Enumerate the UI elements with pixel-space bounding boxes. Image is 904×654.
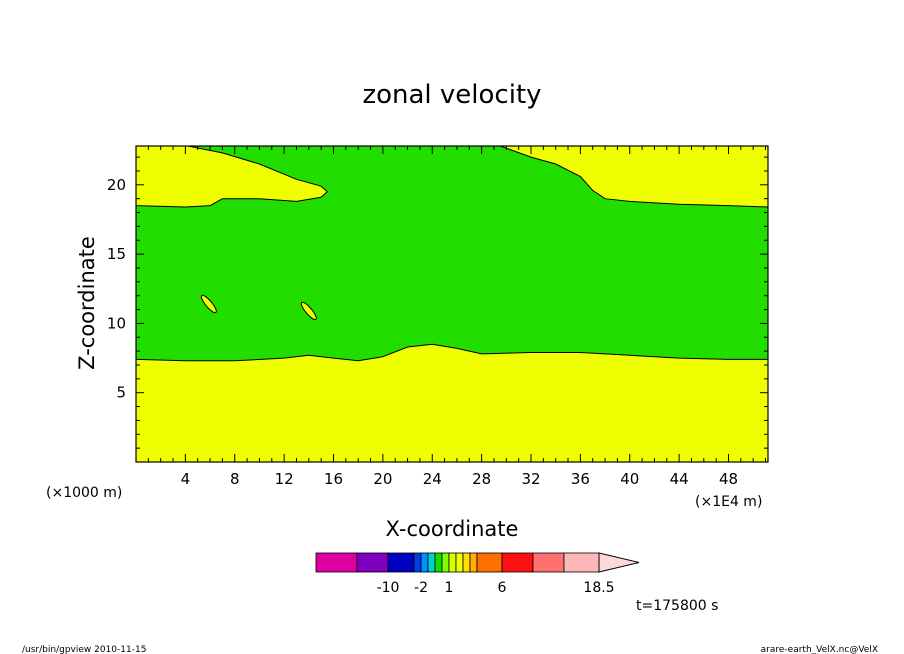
x-tick-label: 32 xyxy=(521,470,540,488)
x-tick-label: 28 xyxy=(472,470,491,488)
colorbar-label: -2 xyxy=(414,580,428,596)
time-label: t=175800 s xyxy=(636,598,718,614)
contour-upper-left xyxy=(135,145,329,208)
contour-island xyxy=(200,294,217,314)
x-tick-label: 8 xyxy=(230,470,240,488)
x-tick-label: 4 xyxy=(181,470,191,488)
colorbar-cell xyxy=(387,552,415,573)
contour-upper-right xyxy=(499,145,769,208)
colorbar: -10 -2 1 6 18.5 xyxy=(315,552,640,596)
colorbar-triangle xyxy=(598,552,640,573)
x-tick-label: 16 xyxy=(324,470,343,488)
footer-right: arare-earth_VelX.nc@VelX xyxy=(761,645,878,654)
x-unit-right: (×1E4 m) xyxy=(695,494,762,510)
y-tick-label: 10 xyxy=(107,314,126,332)
colorbar-cell xyxy=(434,552,443,573)
colorbar-label: 1 xyxy=(445,580,454,596)
contour-island xyxy=(300,301,317,321)
colorbar-cell xyxy=(462,552,471,573)
colorbar-cell xyxy=(501,552,534,573)
colorbar-label: -10 xyxy=(377,580,400,596)
colorbar-cell xyxy=(448,552,457,573)
colorbar-cell xyxy=(455,552,464,573)
x-axis-label: X-coordinate xyxy=(386,517,519,541)
colorbar-cell xyxy=(469,552,478,573)
colorbar-label: 18.5 xyxy=(583,580,614,596)
x-unit-left: (×1000 m) xyxy=(46,485,122,501)
colorbar-cell xyxy=(413,552,422,573)
x-tick-label: 20 xyxy=(373,470,392,488)
y-tick-label: 5 xyxy=(116,384,126,402)
y-axis-label: Z-coordinate xyxy=(75,236,99,370)
plot-area xyxy=(135,145,769,462)
x-tick-label: 44 xyxy=(670,470,689,488)
contour-lower xyxy=(135,343,768,362)
colorbar-cell xyxy=(532,552,565,573)
colorbar-cell xyxy=(476,552,503,573)
colorbar-cell xyxy=(315,552,358,573)
x-tick-label: 36 xyxy=(571,470,590,488)
x-tick-label: 48 xyxy=(719,470,738,488)
x-tick-label: 40 xyxy=(620,470,639,488)
colorbar-cell xyxy=(420,552,429,573)
footer-left: /usr/bin/gpview 2010-11-15 xyxy=(22,645,146,654)
chart-title: zonal velocity xyxy=(362,80,541,110)
colorbar-cell xyxy=(427,552,436,573)
y-tick-label: 15 xyxy=(107,245,126,263)
plot-frame xyxy=(135,145,769,463)
x-tick-label: 24 xyxy=(423,470,442,488)
colorbar-cell xyxy=(563,552,600,573)
colorbar-cell xyxy=(356,552,389,573)
y-tick-label: 20 xyxy=(107,176,126,194)
x-tick-label: 12 xyxy=(275,470,294,488)
colorbar-label: 6 xyxy=(498,580,507,596)
colorbar-cell xyxy=(441,552,450,573)
